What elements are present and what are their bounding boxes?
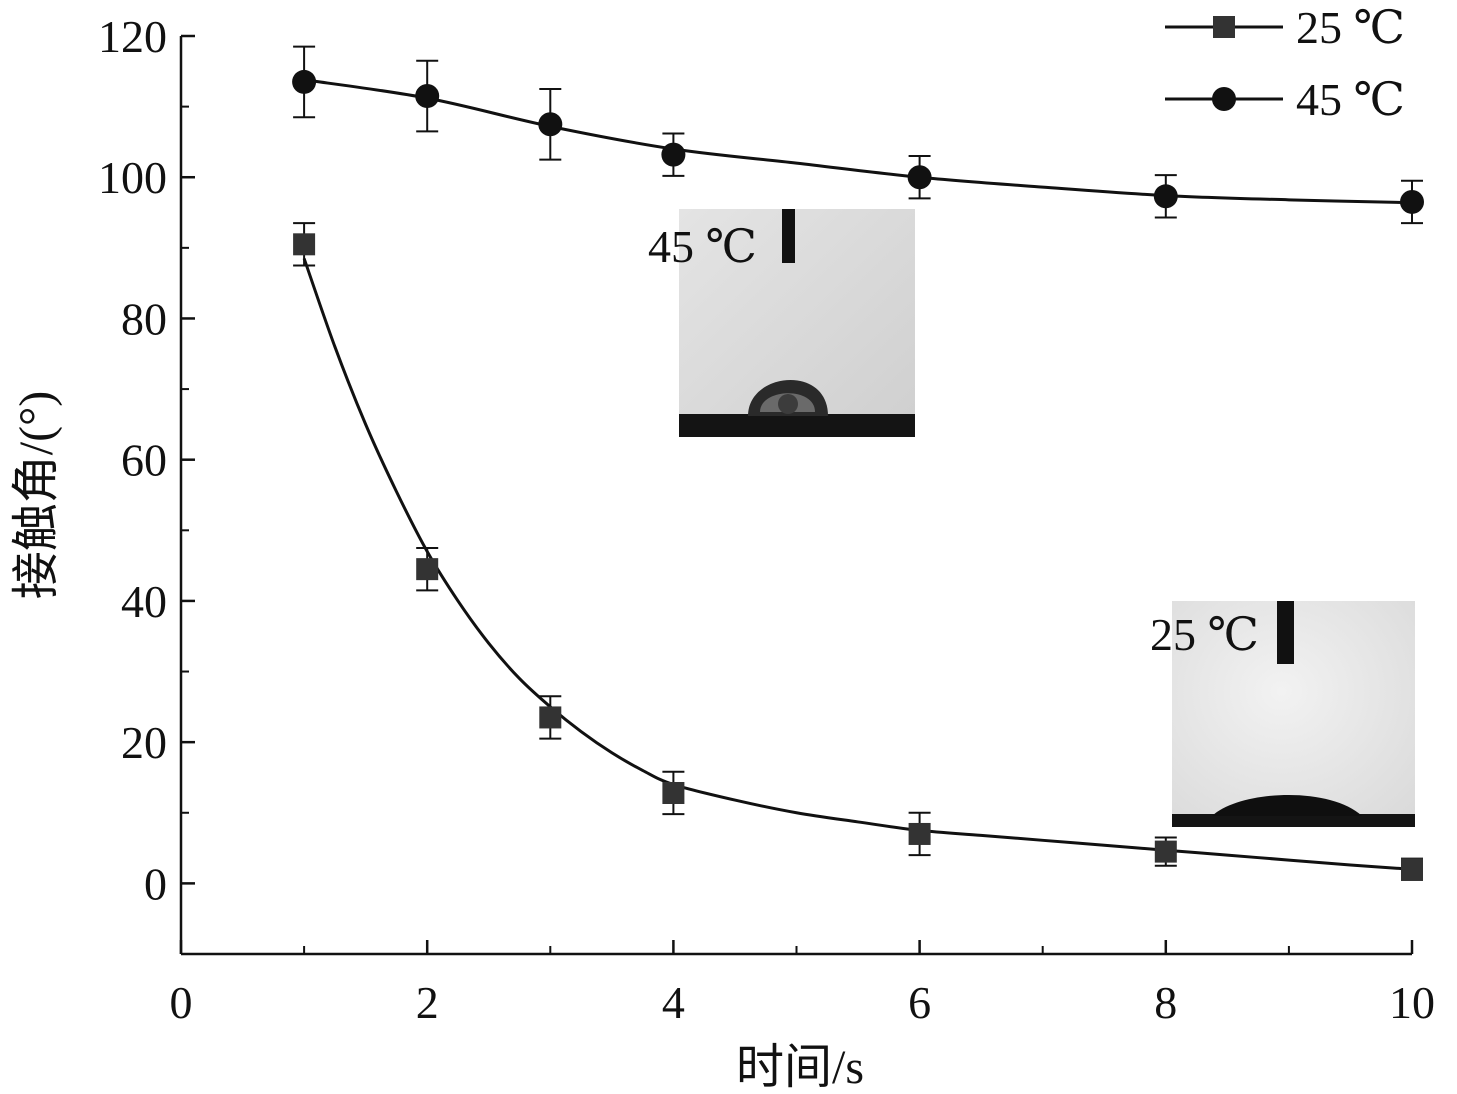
y-axis-title: 接触角/(°) <box>10 391 63 600</box>
x-tick-label: 4 <box>662 977 685 1028</box>
data-point-circle <box>538 112 563 137</box>
x-tick-label: 2 <box>416 977 439 1028</box>
y-tick-label: 40 <box>121 576 167 627</box>
legend-label: 45 ℃ <box>1296 74 1405 125</box>
legend-marker-circle <box>1212 87 1236 111</box>
data-point-circle <box>292 69 317 94</box>
series-fit-line <box>303 78 1413 205</box>
y-axis-ticks: 0 20 40 60 80 100 120 <box>98 11 195 909</box>
x-tick-label: 10 <box>1389 977 1435 1028</box>
data-point-square <box>1154 840 1177 863</box>
y-tick-label: 60 <box>121 435 167 486</box>
y-tick-label: 20 <box>121 717 167 768</box>
y-tick-label: 100 <box>98 152 167 203</box>
inset-needle <box>782 209 795 263</box>
inset-label: 45 ℃ <box>648 221 757 272</box>
y-tick-label: 120 <box>98 11 167 62</box>
x-tick-label: 6 <box>908 977 931 1028</box>
x-tick-label: 0 <box>170 977 193 1028</box>
data-point-circle <box>1400 189 1424 214</box>
data-point-circle <box>415 84 440 109</box>
legend: 25 ℃ 45 ℃ <box>1165 2 1405 125</box>
inset-droplet <box>1212 794 1362 816</box>
inset-needle <box>1277 601 1294 664</box>
data-point-circle <box>661 142 686 167</box>
data-point-circle <box>1153 184 1178 209</box>
data-point-square <box>908 822 931 845</box>
data-point-square <box>1401 858 1423 881</box>
legend-label: 25 ℃ <box>1296 2 1405 53</box>
inset-label: 25 ℃ <box>1150 609 1259 660</box>
x-axis-ticks: 0 2 4 6 8 10 <box>170 940 1435 1028</box>
legend-item-1: 25 ℃ <box>1165 2 1405 53</box>
inset-photo-45c: 45 ℃ <box>648 209 915 437</box>
legend-item-2: 45 ℃ <box>1165 74 1405 125</box>
data-point-circle <box>907 165 932 190</box>
inset-photo-25c: 25 ℃ <box>1150 601 1415 827</box>
series-2 <box>292 45 1424 225</box>
inset-substrate <box>1172 814 1415 827</box>
y-tick-label: 0 <box>144 858 167 909</box>
series-layer <box>292 45 1424 881</box>
data-point-square <box>662 781 685 804</box>
legend-marker-square <box>1213 16 1235 38</box>
y-tick-label: 80 <box>121 293 167 344</box>
data-point-square <box>539 706 562 729</box>
inset-substrate <box>679 414 915 437</box>
inset-droplet-reflection <box>778 394 798 414</box>
data-point-square <box>416 558 439 581</box>
x-axis-title: 时间/s <box>736 1041 864 1094</box>
series-1 <box>293 222 1423 881</box>
data-point-square <box>293 233 316 256</box>
x-tick-label: 8 <box>1154 977 1177 1028</box>
